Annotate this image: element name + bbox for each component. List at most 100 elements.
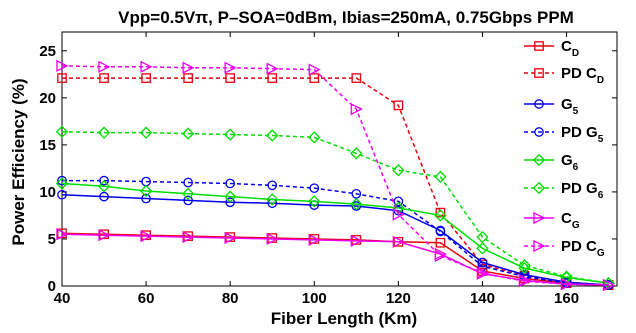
data-point [224,231,237,245]
data-point [434,170,447,184]
data-point [139,126,153,139]
x-tick-label: 140 [470,290,495,307]
legend-item: G6 [524,152,579,173]
x-tick-label: 120 [386,290,411,307]
legend-marker [533,211,546,225]
data-point [55,177,69,190]
data-point [181,187,195,200]
data-point [56,59,69,72]
legend-marker [533,239,546,253]
data-point [98,60,111,73]
data-point [183,73,193,83]
data-point [267,180,278,191]
data-point [518,259,531,272]
plot-area: 40 60 80 100 120 140 160 0 5 10 15 20 25 CD PD CD G5 PD … [39,31,618,307]
data-point [266,129,279,142]
y-tick-label: 15 [39,137,56,154]
series-line [61,193,609,286]
data-point [225,73,236,83]
data-point [350,103,363,116]
data-point [225,178,236,189]
data-point [393,196,404,207]
data-point [97,180,111,193]
data-point [56,228,69,241]
x-tick-label: 40 [54,290,71,307]
x-tick-label: 100 [302,290,327,307]
legend-label: G6 [561,152,579,173]
legend-marker [532,153,546,167]
data-point [99,73,109,83]
data-point [140,230,153,243]
data-point [57,189,67,200]
series-7 [56,59,616,292]
data-point [224,128,237,141]
legend-marker [534,41,544,51]
data-point [224,190,237,203]
x-tick-label: 80 [222,290,239,307]
legend-label: PD CG [561,238,605,259]
data-point [308,195,321,208]
data-point [560,278,574,291]
data-point [435,226,446,237]
data-point [267,73,278,83]
data-point [98,229,111,242]
legend-label: PD G5 [561,124,604,145]
data-point [351,73,362,83]
series-line [61,65,609,286]
series-4 [55,177,615,290]
series-line [61,182,609,284]
data-point [99,175,109,186]
series-5 [55,125,615,290]
data-point [308,63,321,76]
x-axis-label: Fiber Length (Km) [271,309,417,328]
data-point [392,235,405,248]
data-point [309,73,320,83]
y-tick-label: 0 [48,278,56,295]
series-line [61,130,609,284]
legend-label: CG [561,210,580,231]
y-axis-label: Power Efficiency (%) [9,78,28,245]
legend-label: CD [561,38,579,59]
legend-item: PD G5 [524,124,604,145]
data-point [393,100,404,111]
data-point [183,177,193,188]
legend-marker [534,127,544,137]
data-point [141,73,151,83]
series-line [61,232,609,286]
data-point [392,164,405,177]
y-tick-label: 5 [48,231,56,248]
data-point [308,233,321,246]
series-line [61,233,609,286]
data-point [434,249,447,262]
data-point [224,61,237,74]
data-point [57,175,67,186]
data-point [182,61,195,74]
data-point [435,207,446,218]
series-line [62,179,609,286]
data-point [55,125,69,138]
y-tick-label: 10 [39,184,56,201]
legend-item: CG [524,210,580,231]
legend-item: PD G6 [524,180,604,201]
legend-item: PD CG [524,238,605,259]
data-point [309,183,320,194]
legend-item: PD CD [524,65,604,86]
legend-item: G5 [524,96,579,117]
data-point [476,266,489,279]
y-tick-label: 20 [39,90,56,107]
legend-label: PD CD [561,65,604,86]
data-point [518,275,531,288]
legend-item: CD [524,38,579,59]
x-tick-label: 160 [554,290,579,307]
chart-title: Vpp=0.5Vπ, P–SOA=0dBm, Ibias=250mA, 0.75… [118,8,574,27]
data-point [392,208,405,221]
data-point [266,193,279,206]
data-point [350,197,363,211]
data-point [476,242,489,255]
data-point [350,234,363,247]
data-point [266,232,279,246]
legend-marker [534,68,544,78]
data-point [57,73,67,83]
legend-marker [534,99,544,109]
